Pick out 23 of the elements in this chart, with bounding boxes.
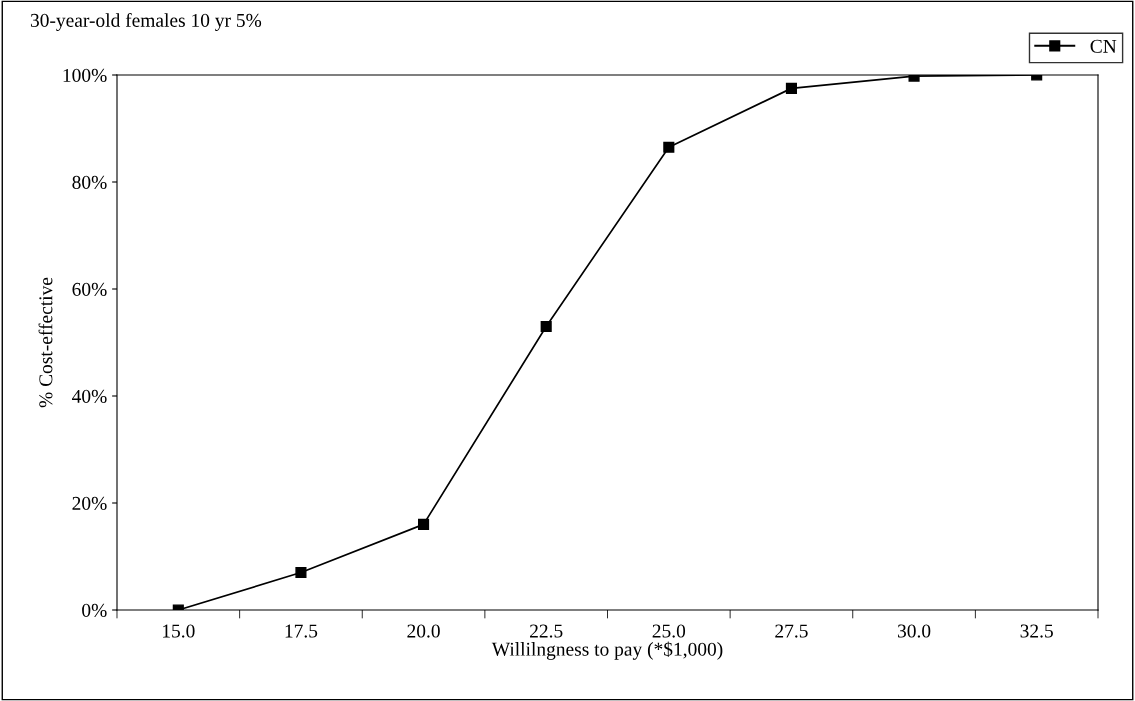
x-tick-label: 27.5: [775, 624, 808, 638]
y-axis-title: % Cost-effective: [38, 277, 53, 408]
point: [663, 141, 675, 153]
x-tick-label: 20.0: [407, 624, 440, 638]
chart-title: 30-year-old females 10 yr 5%: [30, 13, 262, 31]
y-tick-label: 0%: [82, 603, 107, 617]
x-tick-label: 25.0: [652, 624, 686, 638]
x-tick-label: 32.5: [1020, 624, 1053, 638]
x-axis-title: Willilngness to pay (*$1,000): [491, 641, 723, 660]
y-tick-label: 80%: [72, 175, 107, 189]
legend-label: CN: [1090, 39, 1117, 53]
point: [418, 518, 430, 530]
x-tick-label: 17.5: [285, 624, 318, 638]
point: [540, 320, 552, 333]
y-tick-label: 20%: [72, 496, 107, 510]
x-tick-label: 15.0: [163, 624, 195, 638]
y-tick-label: 100%: [63, 68, 107, 82]
point: [785, 82, 797, 94]
x-tick-label: 22.5: [530, 624, 563, 638]
x-tick-label: 30.0: [897, 624, 931, 638]
y-tick-label: 40%: [72, 389, 107, 403]
y-tick-label: 60%: [72, 282, 107, 296]
point: [295, 566, 307, 579]
